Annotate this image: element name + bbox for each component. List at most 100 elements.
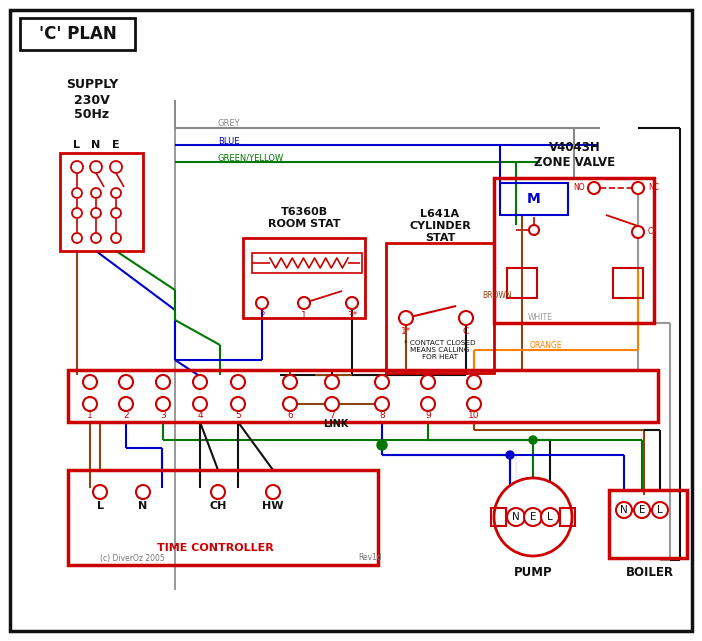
- Circle shape: [467, 397, 481, 411]
- Circle shape: [119, 375, 133, 389]
- Bar: [613, 268, 643, 298]
- Circle shape: [298, 297, 310, 309]
- Text: E: E: [639, 505, 645, 515]
- Circle shape: [375, 375, 389, 389]
- Bar: [386, 243, 494, 373]
- Circle shape: [91, 188, 101, 198]
- Text: 9: 9: [425, 412, 431, 420]
- Text: 1: 1: [301, 310, 307, 319]
- Circle shape: [156, 397, 170, 411]
- Circle shape: [325, 397, 339, 411]
- Text: 3: 3: [160, 412, 166, 420]
- Circle shape: [90, 161, 102, 173]
- Circle shape: [83, 375, 97, 389]
- Text: L: L: [74, 140, 81, 150]
- Text: BLUE: BLUE: [218, 137, 239, 146]
- Circle shape: [231, 375, 245, 389]
- Text: N: N: [512, 512, 520, 522]
- Circle shape: [72, 233, 82, 243]
- Text: 10: 10: [468, 412, 479, 420]
- Text: E: E: [530, 512, 536, 522]
- Text: N: N: [620, 505, 628, 515]
- Bar: [20, 18, 135, 50]
- Text: Rev1d: Rev1d: [358, 553, 382, 563]
- Text: NC: NC: [648, 183, 659, 192]
- Text: BOILER: BOILER: [626, 565, 674, 578]
- Text: SUPPLY
230V
50Hz: SUPPLY 230V 50Hz: [66, 78, 118, 122]
- Circle shape: [111, 233, 121, 243]
- Circle shape: [283, 397, 297, 411]
- Circle shape: [91, 233, 101, 243]
- Circle shape: [71, 161, 83, 173]
- Ellipse shape: [494, 478, 572, 556]
- Circle shape: [529, 436, 537, 444]
- Circle shape: [377, 440, 387, 450]
- Text: BROWN: BROWN: [482, 290, 512, 299]
- Circle shape: [506, 451, 514, 459]
- Circle shape: [375, 397, 389, 411]
- Text: N: N: [138, 501, 147, 511]
- Text: 6: 6: [287, 412, 293, 420]
- Circle shape: [421, 375, 435, 389]
- Circle shape: [231, 397, 245, 411]
- Circle shape: [507, 508, 525, 526]
- Circle shape: [524, 508, 542, 526]
- Text: L: L: [96, 501, 103, 511]
- Circle shape: [421, 397, 435, 411]
- Text: C: C: [648, 228, 654, 237]
- Text: V4043H
ZONE VALVE: V4043H ZONE VALVE: [534, 141, 616, 169]
- Text: NO: NO: [574, 183, 585, 192]
- Text: L: L: [547, 512, 553, 522]
- Text: ORANGE: ORANGE: [530, 340, 562, 349]
- Circle shape: [136, 485, 150, 499]
- Circle shape: [632, 226, 644, 238]
- Circle shape: [93, 485, 107, 499]
- Circle shape: [211, 485, 225, 499]
- Circle shape: [467, 375, 481, 389]
- Circle shape: [632, 182, 644, 194]
- Bar: [609, 490, 687, 558]
- Bar: [252, 253, 362, 273]
- Circle shape: [399, 311, 413, 325]
- Text: 8: 8: [379, 412, 385, 420]
- Text: 3*: 3*: [347, 310, 357, 319]
- Circle shape: [459, 311, 473, 325]
- Text: GREEN/YELLOW: GREEN/YELLOW: [218, 153, 284, 163]
- Circle shape: [72, 208, 82, 218]
- Text: N: N: [91, 140, 100, 150]
- Bar: [491, 508, 506, 526]
- Text: L: L: [657, 505, 663, 515]
- Circle shape: [256, 297, 268, 309]
- Circle shape: [193, 397, 207, 411]
- Circle shape: [193, 375, 207, 389]
- Bar: [494, 178, 654, 323]
- Circle shape: [111, 188, 121, 198]
- Bar: [500, 183, 568, 215]
- Bar: [560, 508, 575, 526]
- Text: E: E: [112, 140, 120, 150]
- Text: 'C' PLAN: 'C' PLAN: [39, 25, 117, 43]
- Circle shape: [119, 397, 133, 411]
- Text: 2: 2: [123, 412, 128, 420]
- Circle shape: [634, 502, 650, 518]
- Bar: [60, 153, 143, 251]
- Circle shape: [283, 375, 297, 389]
- Circle shape: [156, 375, 170, 389]
- Text: TIME CONTROLLER: TIME CONTROLLER: [157, 543, 273, 553]
- Circle shape: [72, 188, 82, 198]
- Circle shape: [529, 225, 539, 235]
- Bar: [68, 470, 378, 565]
- Text: LINK: LINK: [324, 419, 349, 429]
- Text: 5: 5: [235, 412, 241, 420]
- Text: CH: CH: [209, 501, 227, 511]
- Text: 1: 1: [87, 412, 93, 420]
- Text: 4: 4: [197, 412, 203, 420]
- Text: L641A
CYLINDER
STAT: L641A CYLINDER STAT: [409, 210, 471, 242]
- Circle shape: [266, 485, 280, 499]
- Text: 7: 7: [329, 412, 335, 420]
- Text: (c) DiverOz 2005: (c) DiverOz 2005: [100, 553, 165, 563]
- Circle shape: [652, 502, 668, 518]
- Circle shape: [588, 182, 600, 194]
- Text: WHITE: WHITE: [528, 313, 553, 322]
- Text: HW: HW: [263, 501, 284, 511]
